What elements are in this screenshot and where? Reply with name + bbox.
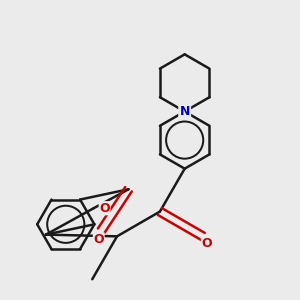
Text: O: O	[93, 233, 104, 246]
Text: O: O	[202, 237, 212, 250]
Text: O: O	[99, 202, 110, 215]
Text: N: N	[179, 105, 190, 118]
